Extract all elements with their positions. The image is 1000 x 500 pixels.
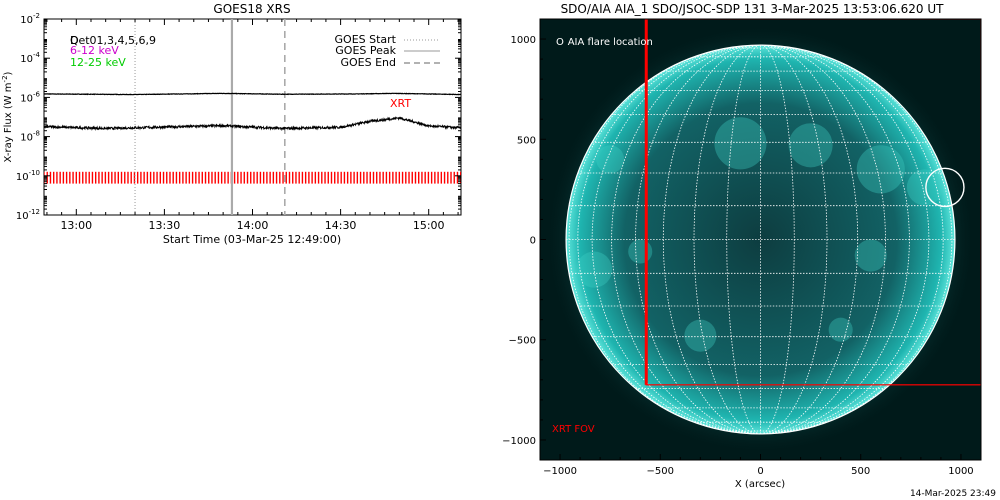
solar-limb <box>565 44 956 435</box>
aia-y-tick-label: 1000 <box>511 35 536 46</box>
goes-x-axis-label: Start Time (03-Mar-25 12:49:00) <box>163 233 341 246</box>
band-high-legend: 12-25 keV <box>70 56 126 69</box>
longitude-line <box>760 45 910 434</box>
heliographic-grid <box>566 45 955 434</box>
goes-y-tick-label: 10-10 <box>16 169 40 183</box>
longitude-line <box>760 45 795 434</box>
aia-y-tick-label: 500 <box>517 135 536 146</box>
active-region-glow <box>906 169 943 206</box>
goes-chart-title: GOES18 XRS <box>213 2 290 16</box>
aia-x-tick-label: 500 <box>851 466 870 477</box>
longitude-line <box>591 45 761 434</box>
active-region-glow <box>856 145 905 194</box>
goes-x-tick-label: 13:30 <box>149 219 181 232</box>
goes-end-legend: GOES End <box>340 56 396 69</box>
goes-long-channel-line <box>44 92 461 96</box>
longitude-line <box>577 45 761 434</box>
aia-image-panel: SDO/AIA AIA_1 SDO/JSOC-SDP 131 3-Mar-202… <box>502 2 982 490</box>
aia-x-tick-label: −500 <box>647 466 674 477</box>
longitude-line <box>760 45 953 434</box>
goes-y-tick-label: 10-12 <box>16 208 40 222</box>
longitude-line <box>760 45 886 434</box>
longitude-line <box>568 45 761 434</box>
band-low-legend: 6-12 keV <box>70 44 119 57</box>
goes-x-tick-label: 14:00 <box>237 219 269 232</box>
goes-y-tick-label: 10-4 <box>20 51 40 65</box>
goes-y-tick-label: 10-8 <box>20 130 40 144</box>
longitude-line <box>693 45 761 434</box>
aia-x-tick-label: 0 <box>757 466 763 477</box>
detector-overlay-glyph: Q <box>70 34 79 47</box>
goes-y-tick-label: 10-2 <box>20 12 40 26</box>
longitude-line <box>760 45 944 434</box>
xrt-label: XRT <box>390 97 411 110</box>
solar-disk <box>566 45 955 434</box>
active-region-glow <box>596 145 625 174</box>
aia-x-tick-label: 1000 <box>948 466 973 477</box>
aia-y-tick-label: −500 <box>509 336 536 347</box>
longitude-line <box>611 45 761 434</box>
goes-plot-frame <box>43 18 462 216</box>
longitude-line <box>760 45 859 434</box>
aia-x-tick-label: −1000 <box>543 466 577 477</box>
active-region-glow <box>828 317 853 342</box>
aia-legend: O AIA flare location <box>556 37 653 48</box>
goes-x-tick-label: 13:00 <box>60 219 92 232</box>
longitude-line <box>635 45 761 434</box>
active-region-glow <box>628 239 653 264</box>
goes-x-tick-label: 14:30 <box>325 219 357 232</box>
active-region-glow <box>714 117 767 170</box>
aia-y-tick-label: −1000 <box>502 436 536 447</box>
footer-timestamp: 14-Mar-2025 23:49 <box>909 489 996 499</box>
xrt-coverage-bars <box>44 171 461 184</box>
goes-x-tick-label: 15:00 <box>413 219 445 232</box>
active-region-glow <box>684 319 717 352</box>
longitude-line <box>760 45 930 434</box>
longitude-line <box>662 45 761 434</box>
goes-y-axis-label: X-ray Flux (W m-2) <box>1 71 14 162</box>
goes-xrs-panel: GOES18 XRS 13:00 13:30 14:00 14:30 15:00 10-1… <box>1 2 462 246</box>
active-region-glow <box>788 123 833 168</box>
goes-y-tick-label: 10-6 <box>20 90 40 104</box>
xrt-fov-label: XRT FOV <box>552 424 595 435</box>
active-region-glow <box>854 239 887 272</box>
longitude-line <box>726 45 761 434</box>
goes-short-channel-line <box>44 116 461 132</box>
goes-peak-legend: GOES Peak <box>335 44 396 57</box>
longitude-line <box>760 45 828 434</box>
goes-start-legend: GOES Start <box>335 33 397 46</box>
aia-y-tick-label: 0 <box>530 236 536 247</box>
aia-x-axis-label: X (arcsec) <box>735 479 785 490</box>
aia-image-title: SDO/AIA AIA_1 SDO/JSOC-SDP 131 3-Mar-202… <box>561 2 945 16</box>
detector-legend: Det01,3,4,5,6,9 <box>70 34 156 47</box>
flare-location-marker <box>925 167 965 208</box>
